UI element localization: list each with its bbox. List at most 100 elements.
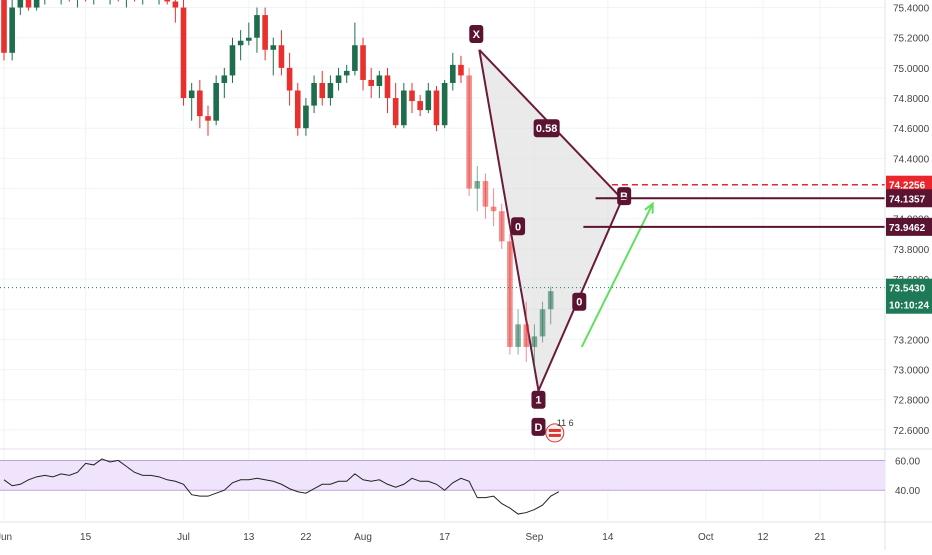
time-tick-label: 14	[602, 532, 614, 543]
candle-body	[270, 45, 277, 50]
pattern-triangle-fill	[479, 49, 623, 391]
time-tick-label: 17	[439, 532, 451, 543]
pattern-label-0: 0	[511, 217, 526, 236]
candle-body	[531, 336, 538, 347]
price-label-bg	[886, 295, 932, 314]
candle-body	[539, 309, 546, 337]
time-tick-label: 21	[814, 532, 826, 543]
candle-body	[205, 116, 211, 121]
candle-body	[417, 101, 423, 111]
time-tick-label: Jul	[177, 532, 190, 543]
price-label-text: 74.2256	[889, 181, 926, 192]
time-tick-label: 22	[300, 532, 312, 543]
candle-body	[360, 45, 366, 80]
price-tick-label: 72.6000	[893, 426, 930, 437]
pattern-label-0: 0	[572, 292, 587, 311]
pattern-label-bg	[469, 25, 484, 43]
price-lines[interactable]	[0, 183, 885, 289]
time-tick-label: 15	[80, 532, 92, 543]
grid-lines	[0, 0, 885, 520]
candle-body	[490, 206, 497, 212]
pattern-label-text: D	[535, 422, 543, 434]
rsi-line	[3, 458, 560, 515]
candle-body	[474, 181, 481, 189]
price-tick-label: 74.8000	[893, 94, 930, 105]
price-label-bg	[886, 217, 932, 236]
event-badge: 11 6	[545, 418, 574, 443]
rsi-tick-label: 60.00	[895, 456, 920, 467]
time-tick-label: Sep	[526, 532, 544, 543]
candle-body	[303, 105, 309, 129]
candle-body	[221, 75, 228, 83]
candle-body	[319, 82, 326, 99]
candle-body	[384, 75, 391, 99]
pattern-label-bg	[617, 187, 632, 206]
candle-body	[9, 7, 15, 53]
time-tick-label: 13	[243, 532, 255, 543]
price-label-text: 74.1357	[889, 194, 926, 205]
candle-body	[25, 0, 32, 8]
price-label-text: 10:10:24	[889, 301, 929, 312]
rsi-tick-label: 40.00	[895, 486, 920, 497]
time-tick-label: Jun	[0, 532, 12, 543]
rsi-band	[0, 460, 885, 491]
price-tick-label: 74.4000	[893, 154, 930, 165]
price-tick-label: 74.6000	[893, 124, 930, 135]
harmonic-pattern[interactable]: X 0.58 B 0 0 1 D 11 6	[469, 25, 654, 443]
pattern-label-text: 0	[515, 221, 521, 233]
candle-body	[466, 75, 472, 189]
time-axis[interactable]: Jun 15 Jul 13 22 Aug 17 Sep 14 Oct 12 21	[0, 521, 932, 543]
candle-body	[164, 0, 170, 2]
candle-body	[286, 67, 293, 91]
pattern-label-bg	[531, 417, 546, 436]
price-tick-label: 73.2000	[893, 335, 930, 346]
candle-body	[515, 324, 521, 347]
candle-body	[433, 90, 440, 126]
candle-body	[180, 7, 187, 99]
pattern-label-bg	[533, 119, 560, 138]
pattern-label-0.58: 0.58	[533, 119, 560, 138]
pattern-label-text: B	[620, 191, 628, 203]
candle-body	[246, 37, 252, 41]
pattern-label-text: 0.58	[536, 123, 557, 135]
candle-body	[229, 45, 236, 76]
event-badge-text: 11 6	[557, 418, 574, 428]
candle-body	[1, 0, 7, 53]
candle-body	[425, 90, 432, 111]
pattern-label-text: X	[473, 29, 481, 41]
candles[interactable]	[1, 0, 554, 370]
price-label-text: 73.9462	[889, 223, 926, 234]
price-tick-label: 75.0000	[893, 64, 930, 75]
candle-body	[33, 0, 40, 8]
candle-body	[368, 79, 374, 86]
candle-body	[409, 90, 415, 102]
candle-body	[327, 82, 334, 99]
price-tick-label: 75.2000	[893, 34, 930, 45]
candle-body	[523, 324, 530, 347]
time-tick-label: Oct	[698, 532, 714, 543]
candle-body	[482, 181, 489, 207]
price-label-text: 73.5430	[889, 284, 926, 295]
pattern-label-B: B	[617, 187, 632, 206]
rsi-pane[interactable]: 60.00 40.00	[0, 448, 932, 515]
candle-body	[254, 15, 260, 38]
price-label-bg	[886, 278, 932, 297]
price-tick-label: 75.4000	[893, 4, 930, 15]
flag-stripe	[548, 428, 561, 432]
pattern-label-text: 0	[576, 297, 582, 309]
pattern-label-X: X	[469, 25, 484, 43]
price-label-bg	[886, 175, 932, 194]
pattern-label-1: 1	[531, 390, 546, 409]
candle-body	[376, 75, 383, 86]
price-axis[interactable]: 75.4000 75.2000 75.0000 74.8000 74.6000 74.40…	[884, 0, 932, 550]
price-tick-label: 73.0000	[893, 366, 930, 377]
candle-body	[343, 70, 350, 76]
price-tick-label: 73.8000	[893, 245, 930, 256]
pattern-label-bg	[572, 292, 587, 311]
candle-body	[392, 98, 399, 126]
candle-body	[311, 82, 317, 106]
candle-body	[278, 45, 285, 68]
